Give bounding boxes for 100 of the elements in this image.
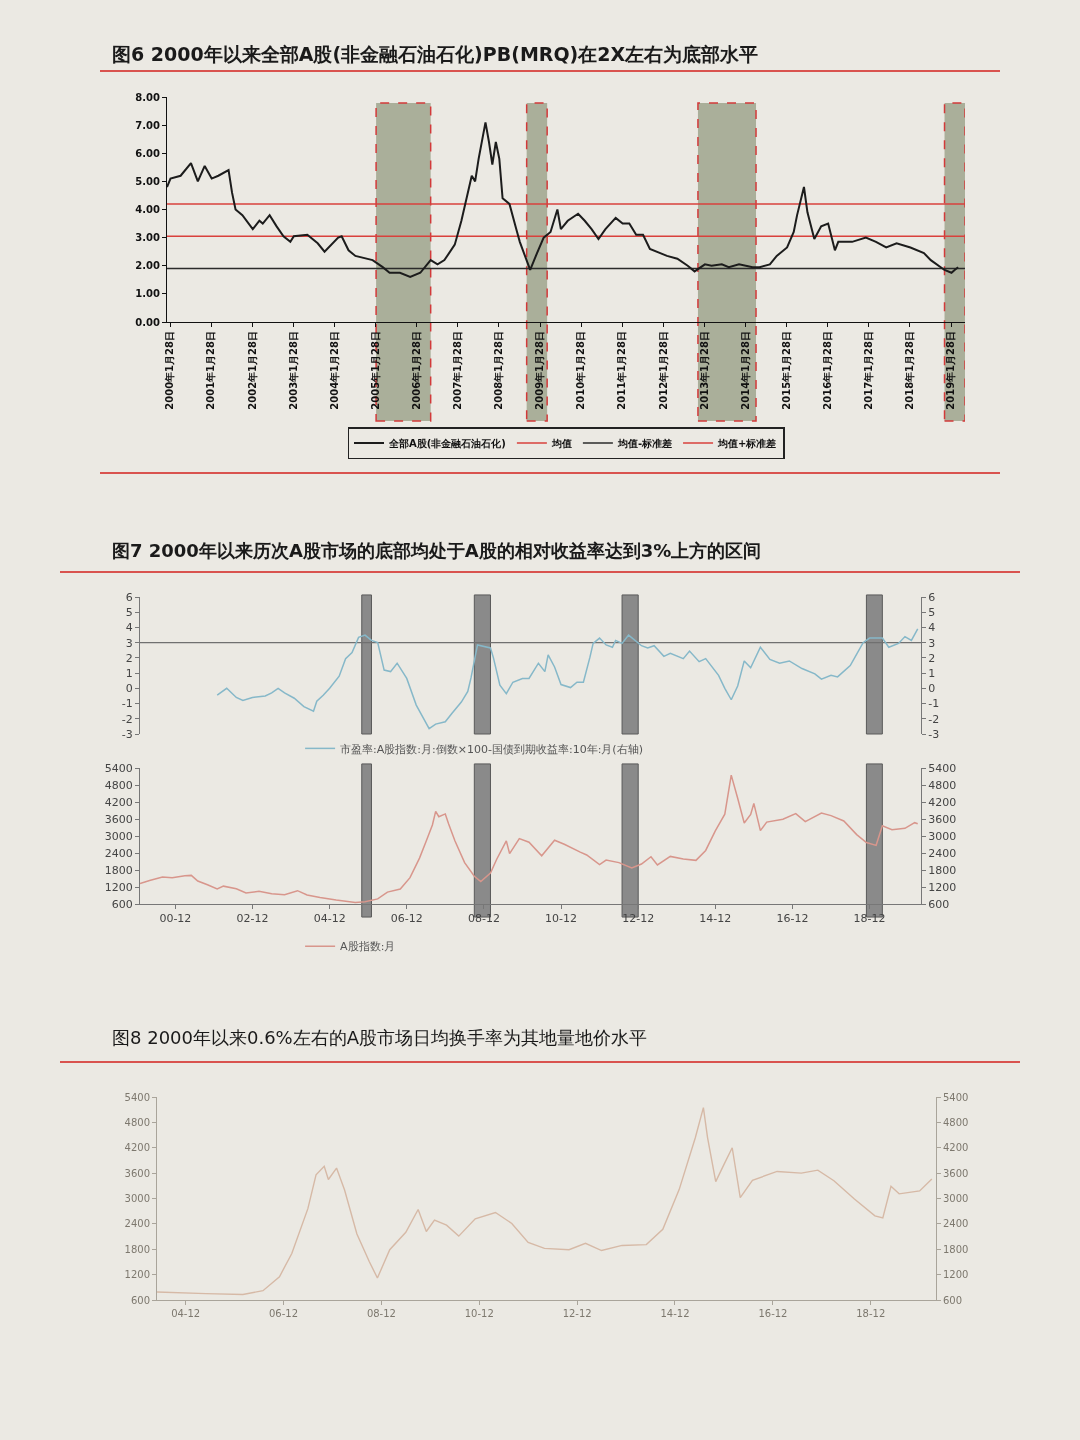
- x-tick-label: 04-12: [313, 912, 346, 926]
- y-tick-label: 4200: [124, 1142, 150, 1154]
- y2-tick-label: -2: [928, 712, 940, 726]
- y-tick-label: 0: [125, 682, 133, 696]
- x-tick-label: 2007年1月28日: [452, 331, 464, 410]
- x-tick-label: 2010年1月28日: [575, 331, 587, 410]
- y-tick-label: 600: [130, 1294, 150, 1306]
- x-tick-label: 18-12: [856, 1308, 886, 1319]
- x-tick-label: 02-12: [236, 912, 269, 926]
- y2-tick-label: 6: [928, 590, 936, 604]
- y-tick-label: -2: [121, 712, 133, 726]
- y2-tick-label: 4800: [928, 778, 957, 792]
- y2-tick-label: 1: [928, 666, 936, 680]
- x-tick-label: 06-12: [268, 1308, 299, 1319]
- chart-title: 图7 2000年以来历次A股市场的底部均处于A股的相对收益率达到3%上方的区间: [60, 530, 1020, 573]
- x-tick-label: 00-12: [159, 912, 192, 926]
- x-tick-label: 14-12: [699, 912, 732, 926]
- y-tick-label: 4.00: [135, 204, 161, 215]
- y2-tick-label: 3000: [928, 829, 957, 843]
- y2-tick-label: 1800: [928, 863, 957, 877]
- y-tick-label: 2400: [104, 846, 133, 860]
- x-tick-label: 2009年1月28日: [534, 331, 546, 410]
- x-tick-label: 2006年1月28日: [410, 331, 422, 410]
- y2-tick-label: 3600: [943, 1167, 969, 1179]
- y-tick-label: 3600: [124, 1167, 150, 1179]
- y2-tick-label: 2400: [943, 1218, 969, 1230]
- x-tick-label: 2005年1月28日: [369, 331, 381, 410]
- x-tick-label: 06-12: [390, 912, 423, 926]
- x-tick-label: 2016年1月28日: [821, 331, 833, 410]
- x-tick-label: 18-12: [853, 912, 886, 926]
- y-tick-label: 4800: [104, 778, 133, 792]
- y-tick-label: 5: [125, 606, 133, 620]
- x-tick-label: 2014年1月28日: [739, 331, 751, 410]
- y2-tick-label: 600: [943, 1294, 963, 1306]
- y2-tick-label: 4800: [943, 1116, 969, 1128]
- y2-tick-label: 3600: [928, 812, 957, 826]
- legend-label: 均值: [550, 437, 572, 449]
- x-tick-label: 2011年1月28日: [616, 331, 628, 410]
- x-tick-label: 2015年1月28日: [780, 331, 792, 410]
- legend-label: 市盈率:A股指数:月:倒数×100-国债到期收益率:10年:月(右轴): [340, 742, 643, 756]
- y-tick-label: 7.00: [135, 119, 161, 131]
- y-tick-label: 1800: [104, 863, 133, 877]
- y2-tick-label: 4200: [943, 1142, 969, 1154]
- y-tick-label: 6.00: [135, 147, 161, 159]
- y-tick-label: 0.00: [135, 316, 161, 328]
- legend-label: 全部A股(非金融石油石化): [388, 437, 506, 449]
- legend-label: A股指数:月: [340, 940, 396, 954]
- x-tick-label: 2017年1月28日: [863, 331, 875, 410]
- y-tick-label: 8.00: [135, 91, 161, 103]
- y-tick-label: 5400: [124, 1091, 150, 1103]
- y-tick-label: 3: [125, 636, 133, 650]
- x-tick-label: 2003年1月28日: [287, 331, 299, 410]
- y-tick-label: 1: [125, 666, 133, 680]
- x-tick-label: 08-12: [467, 912, 500, 926]
- y-tick-label: 5.00: [135, 175, 161, 187]
- y-tick-label: 600: [111, 897, 133, 911]
- x-tick-label: 10-12: [464, 1308, 494, 1319]
- legend-label: 均值-标准差: [616, 437, 673, 449]
- legend-label: 均值+标准差: [717, 437, 777, 449]
- y-tick-label: 3.00: [135, 232, 161, 244]
- x-tick-label: 2018年1月28日: [904, 331, 916, 410]
- line-series: [216, 628, 919, 730]
- x-tick-label: 2019年1月28日: [945, 331, 957, 410]
- y2-tick-label: -1: [928, 697, 940, 711]
- x-tick-label: 2008年1月28日: [493, 331, 505, 410]
- y-tick-label: 6: [125, 590, 133, 604]
- y2-tick-label: -3: [928, 727, 940, 741]
- y-tick-label: -1: [121, 697, 133, 711]
- y2-tick-label: 3000: [943, 1193, 969, 1204]
- y-tick-label: 2400: [124, 1218, 150, 1230]
- x-tick-label: 04-12: [171, 1308, 201, 1319]
- x-tick-label: 2004年1月28日: [328, 331, 340, 410]
- x-tick-label: 10-12: [545, 912, 577, 926]
- y2-tick-label: 2: [928, 651, 936, 665]
- y-tick-label: 2: [125, 651, 133, 665]
- y2-tick-label: 1800: [943, 1243, 969, 1255]
- y-tick-label: 5400: [104, 761, 133, 775]
- x-tick-label: 16-12: [758, 1308, 788, 1319]
- y-tick-label: 2.00: [135, 260, 161, 272]
- y-tick-label: -3: [121, 727, 133, 741]
- line-series: [140, 774, 919, 904]
- chart-title: 图6 2000年以来全部A股(非金融石油石化)PB(MRQ)在2X左右为底部水平: [100, 38, 1000, 72]
- y-tick-label: 4200: [104, 795, 133, 809]
- y2-tick-label: 5: [928, 606, 936, 620]
- x-tick-label: 2012年1月28日: [657, 331, 669, 410]
- y2-tick-label: 5400: [943, 1091, 969, 1103]
- y2-tick-label: 2400: [928, 846, 957, 860]
- y2-tick-label: 1200: [928, 880, 957, 894]
- x-tick-label: 08-12: [366, 1308, 396, 1319]
- x-tick-label: 2000年1月28日: [164, 331, 176, 410]
- y2-tick-label: 4: [928, 621, 936, 635]
- y-tick-label: 4: [125, 621, 133, 635]
- y-tick-label: 3000: [124, 1193, 150, 1204]
- chart-title: 图8 2000年以来0.6%左右的A股市场日均换手率为其地量地价水平: [60, 1015, 1020, 1063]
- y-tick-label: 3600: [104, 812, 133, 826]
- line-series: [157, 1106, 933, 1296]
- y-tick-label: 3000: [104, 829, 133, 843]
- y2-tick-label: 4200: [928, 795, 957, 809]
- x-tick-label: 16-12: [776, 912, 809, 926]
- y2-tick-label: 5400: [928, 761, 957, 775]
